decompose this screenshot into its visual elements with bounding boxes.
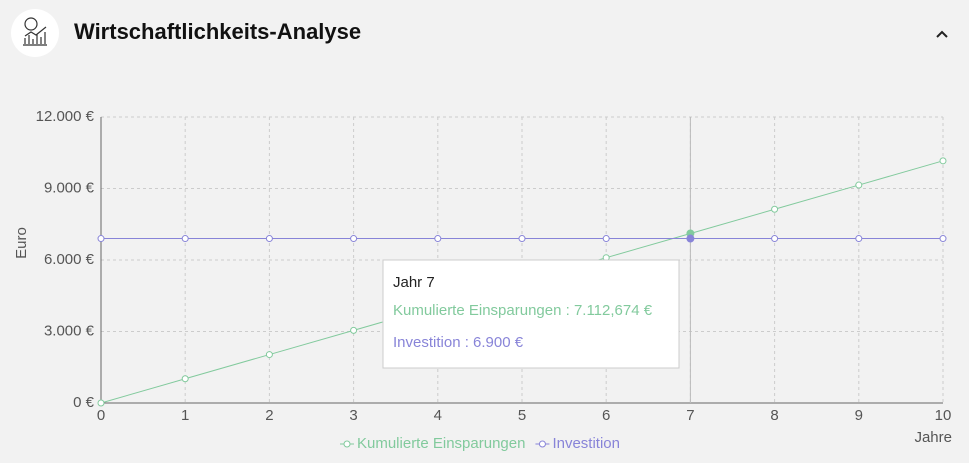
header-icon xyxy=(23,17,47,46)
data-point xyxy=(434,235,442,243)
data-point xyxy=(602,235,610,243)
y-tick-label: 3.000 € xyxy=(44,322,95,339)
x-tick-label: 0 xyxy=(97,407,105,424)
data-point xyxy=(265,235,273,243)
data-point xyxy=(350,326,358,334)
y-tick-label: 6.000 € xyxy=(44,251,95,268)
x-tick-label: 5 xyxy=(518,407,526,424)
x-tick-label: 7 xyxy=(686,407,694,424)
legend-swatch xyxy=(538,440,546,448)
data-point xyxy=(265,351,273,359)
x-tick-label: 9 xyxy=(855,407,863,424)
data-point xyxy=(97,399,105,407)
tooltip-box xyxy=(382,259,680,369)
data-point xyxy=(855,235,863,243)
data-point xyxy=(518,235,526,243)
data-point xyxy=(181,375,189,383)
x-tick-label: 8 xyxy=(770,407,778,424)
data-point xyxy=(771,205,779,213)
tooltip-line: Investition : 6.900 € xyxy=(393,334,524,351)
y-axis-label: Euro xyxy=(13,227,30,259)
data-point xyxy=(686,234,695,243)
data-point xyxy=(855,181,863,189)
y-tick-label: 9.000 € xyxy=(44,179,95,196)
x-tick-label: 3 xyxy=(349,407,357,424)
y-tick-label: 12.000 € xyxy=(36,108,95,125)
x-tick-label: 4 xyxy=(434,407,442,424)
collapse-button[interactable] xyxy=(936,30,948,38)
tooltip-title: Jahr 7 xyxy=(393,274,435,291)
x-tick-label: 6 xyxy=(602,407,610,424)
x-tick-label: 1 xyxy=(181,407,189,424)
legend-swatch xyxy=(343,440,351,448)
header-title: Wirtschaftlichkeits-Analyse xyxy=(74,19,361,44)
header-icon-bg xyxy=(11,9,59,57)
x-tick-label: 2 xyxy=(265,407,273,424)
tooltip-line: Kumulierte Einsparungen : 7.112,674 € xyxy=(393,302,653,319)
y-tick-label: 0 € xyxy=(73,394,95,411)
tooltip: Jahr 7 Kumulierte Einsparungen : 7.112,67… xyxy=(382,259,680,369)
data-point xyxy=(97,235,105,243)
data-point xyxy=(939,235,947,243)
data-point xyxy=(350,235,358,243)
x-axis-label: Jahre xyxy=(914,429,952,446)
data-point xyxy=(181,235,189,243)
legend-label[interactable]: Investition xyxy=(552,435,620,452)
legend-label[interactable]: Kumulierte Einsparungen xyxy=(357,435,525,452)
data-point xyxy=(939,157,947,165)
x-tick-label: 10 xyxy=(935,407,952,424)
data-point xyxy=(771,235,779,243)
